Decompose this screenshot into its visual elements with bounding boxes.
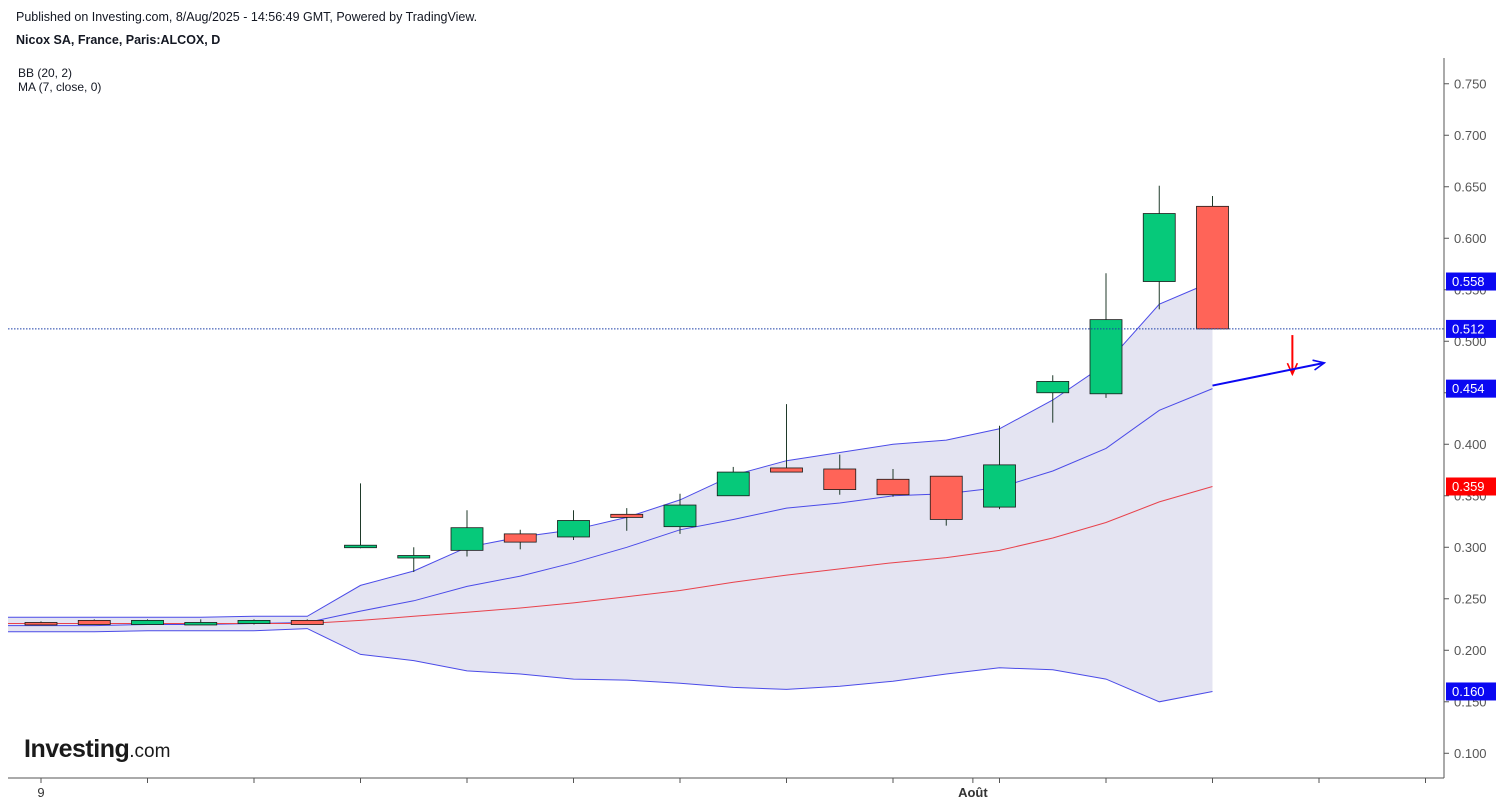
price-tag-label: 0.359 (1452, 479, 1485, 494)
price-tag-label: 0.512 (1452, 321, 1485, 336)
price-tag-label: 0.558 (1452, 274, 1485, 289)
candle-body (1036, 381, 1070, 394)
logo-main: Investing (24, 735, 130, 763)
price-tag-bg (1446, 319, 1496, 338)
price-tag-0.359: 0.359 (1446, 477, 1496, 496)
price-tag-0.512: 0.512 (1446, 319, 1496, 338)
candle-8[interactable] (397, 547, 431, 572)
candle-body (1142, 213, 1176, 282)
candle-3[interactable] (131, 619, 164, 625)
indicator-legend: BB (20, 2) MA (7, close, 0) (18, 66, 101, 94)
candle-body (77, 620, 111, 625)
candle-body (716, 471, 750, 497)
y-tick-label: 0.100 (1454, 746, 1487, 761)
candles[interactable] (24, 185, 1229, 626)
moving-average (8, 486, 1213, 624)
price-tag-bg (1446, 379, 1496, 398)
candle-body (983, 464, 1016, 508)
candle-body (397, 555, 431, 559)
candle-2[interactable] (77, 619, 111, 625)
candle-body (344, 544, 377, 549)
candle-body (503, 533, 537, 543)
candle-4[interactable] (184, 619, 218, 626)
candle-body (1196, 205, 1229, 330)
candle-11[interactable] (557, 510, 590, 541)
candle-19[interactable] (983, 425, 1016, 510)
candle-body (290, 620, 324, 625)
candle-9[interactable] (450, 510, 484, 557)
candle-body (610, 513, 644, 518)
candle-21[interactable] (1089, 273, 1123, 398)
price-tag-0.558: 0.558 (1446, 272, 1496, 291)
candle-23[interactable] (1196, 196, 1229, 330)
candle-body (770, 467, 803, 473)
candle-7[interactable] (344, 483, 377, 549)
price-tag-bg (1446, 477, 1496, 496)
x-tick-label: 9 (37, 785, 44, 800)
price-tag-bg (1446, 272, 1496, 291)
price-tags: 0.558 0.512 0.454 0.359 0.160 (1446, 272, 1496, 701)
symbol-title: Nicox SA, France, Paris:ALCOX, D (16, 33, 221, 47)
candle-body (876, 478, 910, 496)
candle-6[interactable] (290, 619, 324, 625)
x-tick-label: Août (958, 785, 988, 800)
candle-body (1089, 319, 1123, 395)
price-tag-label: 0.160 (1452, 684, 1485, 699)
bb-lower-line (8, 628, 1213, 703)
candle-body (184, 622, 218, 626)
price-tag-bg (1446, 682, 1496, 701)
ma-line (8, 486, 1213, 624)
candle-22[interactable] (1142, 185, 1176, 310)
candle-16[interactable] (823, 454, 857, 495)
published-line: Published on Investing.com, 8/Aug/2025 -… (16, 10, 478, 24)
y-tick-label: 0.650 (1454, 179, 1487, 194)
candle-body (237, 620, 271, 624)
investing-logo: Investing.com (24, 735, 170, 764)
price-tag-0.454: 0.454 (1446, 379, 1496, 398)
y-tick-label: 0.400 (1454, 437, 1487, 452)
candle-body (823, 468, 857, 490)
y-tick-label: 0.700 (1454, 128, 1487, 143)
y-tick-label: 0.600 (1454, 231, 1487, 246)
candle-5[interactable] (237, 619, 271, 625)
candle-12[interactable] (610, 508, 644, 531)
candle-body (663, 504, 697, 528)
candle-body (557, 520, 590, 538)
price-tag-0.160: 0.160 (1446, 682, 1496, 701)
candle-13[interactable] (663, 493, 697, 534)
annotations[interactable] (1212, 335, 1327, 387)
blue-trend-arrow[interactable] (1212, 359, 1327, 387)
y-tick-label: 0.750 (1454, 76, 1487, 91)
logo-suffix: .com (129, 741, 171, 762)
y-tick-label: 0.250 (1454, 591, 1487, 606)
candle-body (929, 475, 963, 520)
candle-10[interactable] (503, 529, 537, 550)
price-tag-label: 0.454 (1452, 381, 1485, 396)
candle-body (131, 620, 164, 625)
candle-14[interactable] (716, 466, 750, 497)
candle-body (450, 527, 484, 551)
candle-17[interactable] (876, 468, 910, 497)
candle-18[interactable] (929, 475, 963, 526)
candle-1[interactable] (24, 621, 58, 626)
bollinger-band (8, 281, 1213, 703)
legend-ma[interactable]: MA (7, close, 0) (18, 80, 102, 94)
legend-bb[interactable]: BB (20, 2) (18, 66, 73, 80)
bb-fill (8, 281, 1213, 702)
candle-20[interactable] (1036, 375, 1070, 423)
y-tick-label: 0.200 (1454, 643, 1487, 658)
candle-body (24, 622, 58, 626)
candle-15[interactable] (770, 404, 803, 473)
y-tick-label: 0.300 (1454, 540, 1487, 555)
axes: 0.1000.1500.2000.2500.3000.3500.4000.450… (8, 58, 1487, 800)
